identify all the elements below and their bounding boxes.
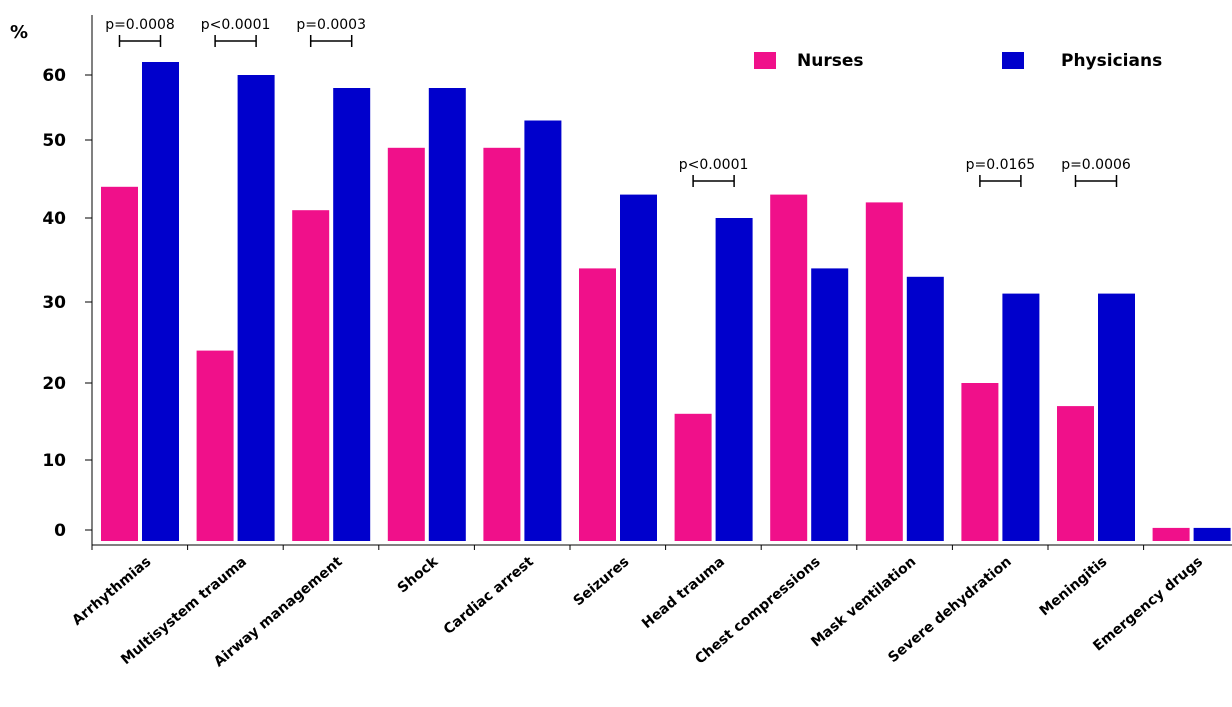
bar-physicians-4 (524, 120, 562, 541)
y-tick-label: 10 (42, 451, 66, 471)
category-label: Arrhythmias (69, 554, 154, 629)
bar-nurses-9 (961, 383, 999, 541)
bar-nurses-11 (1152, 527, 1190, 541)
bar-nurses-1 (196, 350, 234, 541)
bar-physicians-8 (906, 276, 944, 541)
category-label: Emergency drugs (1090, 554, 1206, 655)
bar-nurses-0 (101, 186, 138, 542)
p-value-label: p<0.0001 (201, 17, 271, 33)
bar-nurses-10 (1057, 406, 1094, 541)
bar-physicians-7 (811, 268, 849, 541)
y-axis-label: % (10, 22, 28, 43)
category-label: Mask ventilation (808, 554, 919, 651)
bar-nurses-2 (292, 210, 330, 541)
y-tick-label: 50 (42, 131, 66, 151)
p-value-annotation: p=0.0008 (105, 17, 175, 47)
legend-label-physicians: Physicians (1061, 51, 1162, 71)
p-value-annotation: p<0.0001 (679, 157, 749, 187)
p-value-annotation: p=0.0006 (1061, 157, 1131, 187)
bar-physicians-3 (428, 88, 466, 541)
p-value-annotation: p=0.0165 (966, 157, 1036, 187)
bar-nurses-4 (483, 147, 521, 542)
bar-nurses-3 (387, 147, 425, 542)
bar-physicians-11 (1193, 527, 1231, 541)
category-label: Head trauma (639, 554, 728, 632)
y-tick-label: 20 (42, 374, 66, 394)
p-value-label: p=0.0165 (966, 157, 1036, 173)
bar-physicians-5 (620, 194, 657, 541)
bar-physicians-10 (1098, 293, 1135, 541)
bar-physicians-1 (237, 75, 275, 541)
y-tick-label: 0 (54, 521, 66, 541)
legend-label-nurses: Nurses (797, 51, 863, 71)
p-value-label: p=0.0003 (296, 17, 366, 33)
legend-swatch-physicians (1002, 52, 1024, 69)
y-tick-label: 60 (42, 66, 66, 86)
p-value-label: p<0.0001 (679, 157, 749, 173)
bar-nurses-5 (579, 268, 616, 541)
y-tick-label: 40 (42, 209, 66, 229)
category-label: Seizures (571, 554, 633, 609)
y-tick-label: 30 (42, 293, 66, 313)
p-value-label: p=0.0006 (1061, 157, 1131, 173)
bar-physicians-2 (333, 88, 371, 541)
p-value-annotation: p=0.0003 (296, 17, 366, 47)
legend-swatch-nurses (754, 52, 776, 69)
p-value-annotation: p<0.0001 (201, 17, 271, 47)
category-label: Shock (395, 553, 442, 596)
category-label: Cardiac arrest (441, 554, 537, 638)
bar-physicians-9 (1002, 293, 1040, 541)
bar-physicians-6 (715, 218, 753, 541)
bar-physicians-0 (142, 62, 179, 541)
bar-nurses-6 (674, 413, 712, 541)
bar-nurses-7 (770, 194, 808, 541)
bar-nurses-8 (865, 202, 903, 541)
p-value-label: p=0.0008 (105, 17, 175, 33)
category-label: Meningitis (1037, 554, 1111, 619)
